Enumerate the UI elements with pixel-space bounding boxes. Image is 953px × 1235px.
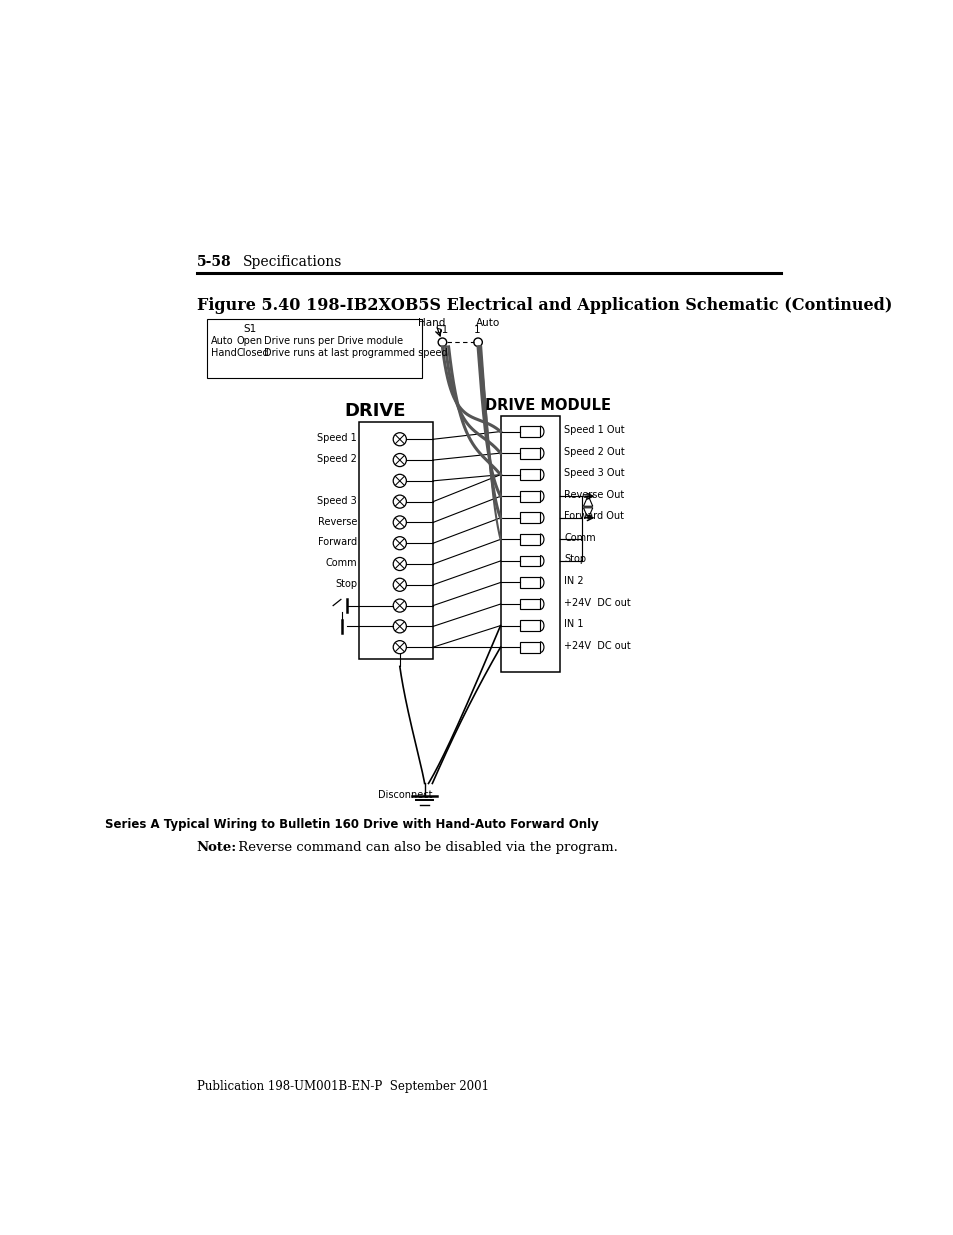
Text: Speed 1 Out: Speed 1 Out xyxy=(563,425,624,435)
Text: DRIVE MODULE: DRIVE MODULE xyxy=(484,398,611,412)
Text: Forward Out: Forward Out xyxy=(563,511,623,521)
Bar xyxy=(519,642,539,652)
Text: S1: S1 xyxy=(243,324,256,333)
Text: 5-58: 5-58 xyxy=(196,254,232,269)
Text: Reverse: Reverse xyxy=(317,516,356,526)
Text: 1: 1 xyxy=(473,325,479,335)
Bar xyxy=(207,319,422,378)
Text: Stop: Stop xyxy=(335,579,356,589)
Bar xyxy=(519,448,539,458)
Text: Speed 2 Out: Speed 2 Out xyxy=(563,447,624,457)
Text: DRIVE: DRIVE xyxy=(344,403,405,420)
Text: +24V  DC out: +24V DC out xyxy=(563,641,630,651)
Text: Disconnect: Disconnect xyxy=(377,789,432,799)
Text: Auto: Auto xyxy=(476,317,499,327)
Text: Open: Open xyxy=(236,336,262,346)
Text: IN 1: IN 1 xyxy=(563,619,583,629)
Text: Speed 1: Speed 1 xyxy=(317,433,356,443)
Text: Closed: Closed xyxy=(236,348,269,358)
Text: Publication 198-UM001B-EN-P  September 2001: Publication 198-UM001B-EN-P September 20… xyxy=(196,1079,488,1093)
Text: Drive runs at last programmed speed: Drive runs at last programmed speed xyxy=(264,348,447,358)
Bar xyxy=(519,469,539,480)
Bar xyxy=(500,416,559,672)
Text: Specifications: Specifications xyxy=(243,254,342,269)
Text: +24V  DC out: +24V DC out xyxy=(563,598,630,608)
Bar xyxy=(359,421,433,658)
Text: Note:: Note: xyxy=(196,841,236,855)
Text: Speed 2: Speed 2 xyxy=(317,454,356,464)
Text: Forward: Forward xyxy=(317,537,356,547)
Bar xyxy=(519,556,539,567)
Text: Reverse Out: Reverse Out xyxy=(563,490,623,500)
Bar xyxy=(519,513,539,524)
Text: Figure 5.40 198-IB2XOB5S Electrical and Application Schematic (Continued): Figure 5.40 198-IB2XOB5S Electrical and … xyxy=(196,296,891,314)
Text: Reverse command can also be disabled via the program.: Reverse command can also be disabled via… xyxy=(233,841,618,855)
Text: Comm: Comm xyxy=(325,558,356,568)
Bar xyxy=(519,426,539,437)
Bar xyxy=(519,577,539,588)
Text: Auto: Auto xyxy=(211,336,233,346)
Text: Series A Typical Wiring to Bulletin 160 Drive with Hand-Auto Forward Only: Series A Typical Wiring to Bulletin 160 … xyxy=(105,818,598,831)
Bar xyxy=(519,599,539,609)
Bar xyxy=(519,534,539,545)
Text: Comm: Comm xyxy=(563,532,595,543)
Text: Hand: Hand xyxy=(211,348,236,358)
Bar xyxy=(519,620,539,631)
Text: Stop: Stop xyxy=(563,555,585,564)
Text: Hand: Hand xyxy=(418,317,445,327)
Text: S1: S1 xyxy=(435,325,448,335)
Text: IN 2: IN 2 xyxy=(563,576,583,585)
Text: Drive runs per Drive module: Drive runs per Drive module xyxy=(264,336,403,346)
Text: Speed 3: Speed 3 xyxy=(317,496,356,506)
Text: Speed 3 Out: Speed 3 Out xyxy=(563,468,624,478)
Bar xyxy=(519,490,539,501)
